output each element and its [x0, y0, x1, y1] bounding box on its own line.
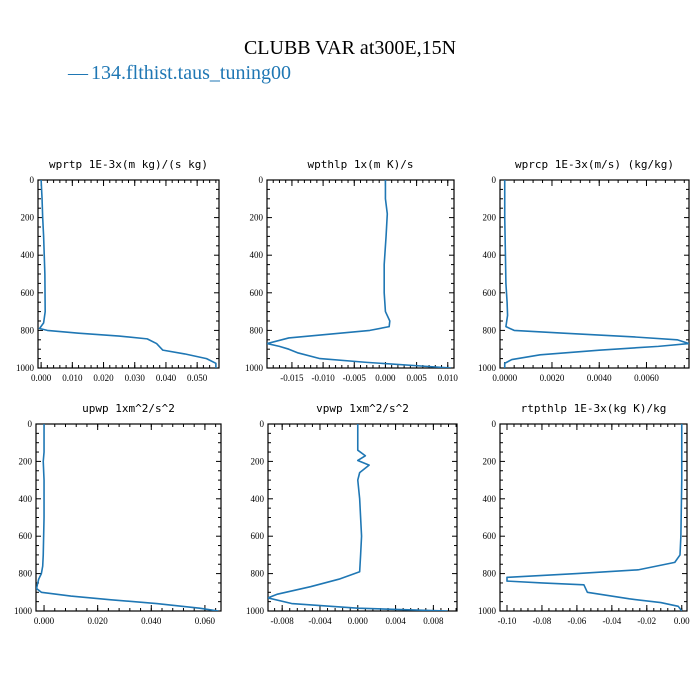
y-tick-label: 0 — [260, 419, 265, 429]
panel-title: wprtp 1E-3x(m kg)/(s kg) — [49, 158, 208, 171]
y-tick-label: 600 — [483, 288, 497, 298]
y-tick-label: 800 — [250, 325, 264, 335]
x-tick-label: 0.010 — [438, 373, 459, 383]
y-tick-label: 800 — [21, 325, 35, 335]
panel-3: wprcp 1E-3x(m/s) (kg/kg) 0 200 400 600 800 100… — [478, 158, 690, 383]
x-tick-label: 0.060 — [195, 616, 216, 626]
y-tick-label: 200 — [483, 213, 497, 223]
y-tick-label: 800 — [251, 569, 265, 579]
panel-title: upwp 1xm^2/s^2 — [82, 402, 175, 415]
y-tick-label: 200 — [21, 213, 35, 223]
y-tick-label: 0 — [259, 175, 264, 185]
panel-6: rtpthlp 1E-3x(kg K)/kg02004006008001000-… — [478, 402, 690, 626]
series-line — [267, 180, 451, 368]
y-tick-label: 400 — [251, 494, 265, 504]
y-tick-label: 800 — [483, 325, 497, 335]
y-tick-label: 600 — [21, 288, 35, 298]
x-tick-label: 0.010 — [62, 373, 83, 383]
legend: — 134.flthist.taus_tuning00 — [67, 62, 291, 84]
y-tick-label: 0 — [30, 175, 35, 185]
panel-1: wprtp 1E-3x(m kg)/(s kg) 0 200 400 600 800 100… — [16, 158, 220, 383]
x-tick-label: 0.0060 — [634, 373, 659, 383]
y-tick-label: 600 — [251, 531, 265, 541]
y-tick-label: 0 — [492, 175, 497, 185]
legend-label: 134.flthist.taus_tuning00 — [91, 62, 291, 84]
x-tick-label: 0.030 — [125, 373, 146, 383]
panel-5: vpwp 1xm^2/s^2 0 200 400 600 800 1000 -0.008 -0.… — [246, 402, 458, 626]
x-tick-label: 0.0000 — [492, 373, 517, 383]
y-tick-label: 400 — [19, 494, 33, 504]
x-tick-label: 0.0040 — [587, 373, 612, 383]
y-tick-label: 200 — [19, 456, 33, 466]
x-tick-label: -0.02 — [637, 616, 656, 626]
panel-title: wpthlp 1x(m K)/s — [308, 158, 414, 171]
y-tick-label: 400 — [483, 494, 497, 504]
panel-frame — [35, 423, 222, 612]
panel-frame — [267, 423, 458, 612]
y-tick-label: 600 — [19, 531, 33, 541]
x-tick-label: 0.008 — [423, 616, 444, 626]
figure-title: CLUBB VAR at300E,15N — [244, 37, 456, 59]
x-tick-label: -0.008 — [271, 616, 295, 626]
x-tick-label: 0.00 — [674, 616, 690, 626]
x-tick-label: 0.0020 — [540, 373, 565, 383]
panels: wprtp 1E-3x(m kg)/(s kg) 0 200 400 600 800 100… — [14, 158, 690, 626]
panel-frame — [266, 179, 455, 369]
y-tick-label: 0 — [28, 419, 33, 429]
y-tick-label: 800 — [19, 569, 33, 579]
y-tick-label: 200 — [483, 456, 497, 466]
y-tick-label: 1000 — [16, 363, 35, 373]
y-tick-label: 600 — [483, 531, 497, 541]
y-tick-label: 1000 — [478, 363, 497, 373]
y-tick-label: 400 — [250, 250, 264, 260]
x-tick-label: -0.015 — [280, 373, 304, 383]
y-tick-label: 400 — [483, 250, 497, 260]
y-tick-label: 1000 — [246, 606, 265, 616]
series-line — [268, 424, 448, 611]
y-tick-label: 0 — [492, 419, 497, 429]
x-tick-label: 0.000 — [31, 373, 52, 383]
y-tick-label: 1000 — [14, 606, 33, 616]
panel-title: rtpthlp 1E-3x(kg K)/kg — [521, 402, 667, 415]
series-line — [506, 424, 683, 611]
x-tick-label: 0.005 — [406, 373, 427, 383]
x-tick-label: 0.040 — [141, 616, 162, 626]
x-tick-label: 0.020 — [88, 616, 109, 626]
panel-2: wpthlp 1x(m K)/s02004006008001000-0.015-… — [245, 158, 458, 383]
x-tick-label: 0.040 — [156, 373, 177, 383]
x-tick-label: -0.004 — [308, 616, 332, 626]
x-tick-label: 0.000 — [34, 616, 55, 626]
x-tick-label: 0.000 — [348, 616, 369, 626]
x-tick-label: -0.04 — [602, 616, 621, 626]
y-tick-label: 600 — [250, 288, 264, 298]
x-tick-label: -0.005 — [343, 373, 367, 383]
x-tick-label: -0.06 — [568, 616, 587, 626]
y-tick-label: 800 — [483, 569, 497, 579]
panel-title: wprcp 1E-3x(m/s) (kg/kg) — [515, 158, 674, 171]
series-line — [38, 180, 217, 368]
panel-frame — [37, 179, 220, 369]
x-tick-label: 0.050 — [187, 373, 208, 383]
y-tick-label: 1000 — [245, 363, 264, 373]
series-line — [36, 424, 219, 611]
x-tick-label: -0.10 — [498, 616, 517, 626]
y-tick-label: 200 — [250, 213, 264, 223]
panel-title: vpwp 1xm^2/s^2 — [316, 402, 409, 415]
x-tick-label: 0.020 — [93, 373, 114, 383]
x-tick-label: 0.004 — [385, 616, 406, 626]
y-tick-label: 400 — [21, 250, 35, 260]
y-tick-label: 1000 — [478, 606, 497, 616]
x-tick-label: -0.010 — [311, 373, 335, 383]
panel-frame — [499, 179, 690, 369]
legend-marker: — — [67, 62, 89, 84]
x-tick-label: -0.08 — [533, 616, 552, 626]
series-line — [503, 180, 689, 368]
x-tick-label: 0.000 — [375, 373, 396, 383]
y-tick-label: 200 — [251, 456, 265, 466]
